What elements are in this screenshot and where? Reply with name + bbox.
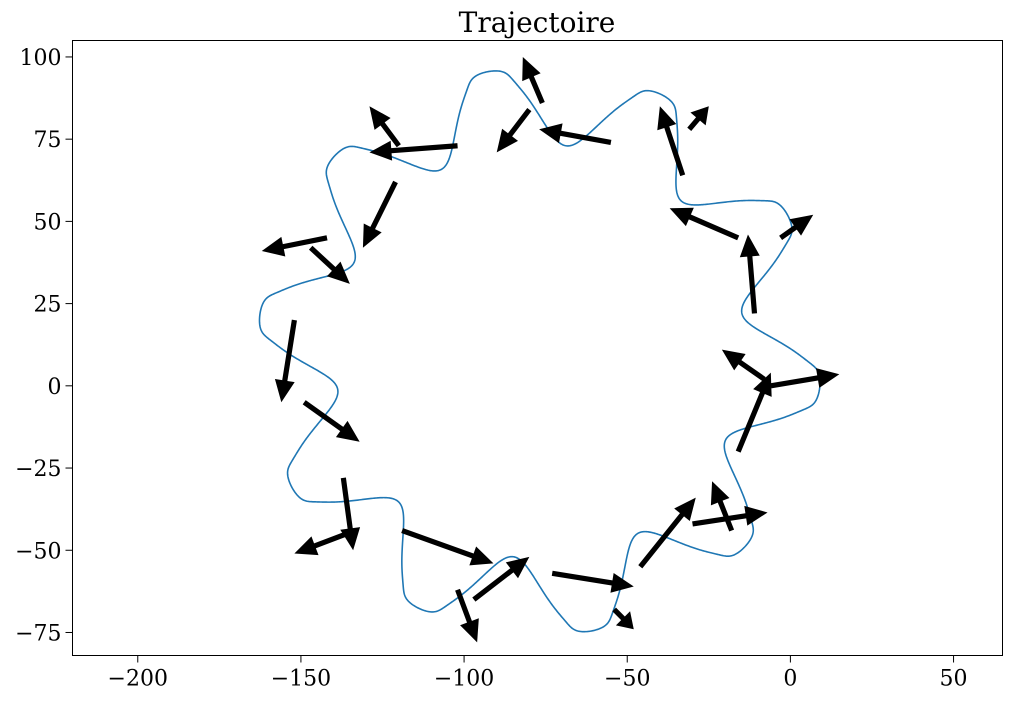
y-tick-label: 50 [34, 210, 62, 235]
direction-arrow [735, 372, 772, 453]
direction-arrow [308, 245, 350, 284]
direction-arrow [340, 477, 361, 551]
x-tick-label: −50 [604, 667, 650, 692]
direction-arrow [739, 234, 760, 314]
y-tick-label: 75 [34, 128, 62, 153]
x-tick-label: 0 [783, 667, 797, 692]
y-tick-label: 100 [20, 46, 62, 71]
direction-arrow [687, 106, 709, 131]
direction-arrow [657, 106, 686, 177]
trajectory-line [258, 70, 821, 633]
y-tick-label: −75 [15, 621, 61, 646]
direction-arrow [692, 505, 768, 527]
direction-arrow [472, 556, 530, 602]
direction-arrow [496, 107, 532, 153]
direction-arrow [261, 235, 328, 257]
direction-arrows-layer [261, 56, 840, 643]
x-tick-label: 50 [940, 667, 968, 692]
y-axis: 100 75 50 25 0 −25 −50 −75 [15, 46, 73, 646]
y-tick-label: 0 [48, 375, 62, 400]
trajectory-curve-layer [258, 70, 821, 633]
x-tick-label: −200 [108, 667, 168, 692]
direction-arrow [369, 106, 401, 148]
direction-arrow [369, 140, 458, 161]
direction-arrow [551, 570, 634, 593]
direction-arrow [294, 531, 348, 556]
direction-arrow [539, 123, 612, 146]
direction-arrow [638, 497, 696, 569]
direction-arrow [710, 481, 735, 532]
y-tick-label: 25 [34, 293, 62, 318]
direction-arrow [455, 588, 479, 643]
direction-arrow [302, 400, 360, 442]
direction-arrow [721, 349, 766, 382]
direction-arrow [612, 607, 634, 630]
x-tick-label: −100 [434, 667, 494, 692]
direction-arrow [274, 319, 297, 403]
chart-title: Trajectoire [459, 6, 616, 39]
x-tick-label: −150 [271, 667, 331, 692]
direction-arrow [522, 56, 545, 104]
x-axis: −200 −150 −100 −50 0 50 [108, 655, 968, 692]
direction-arrow [401, 528, 494, 566]
direction-arrow [779, 214, 814, 240]
direction-arrow [362, 180, 398, 248]
direction-arrow [770, 368, 840, 389]
y-tick-label: −25 [15, 457, 61, 482]
plot-area-frame [72, 40, 1003, 656]
y-tick-label: −50 [15, 539, 61, 564]
direction-arrow [669, 207, 740, 241]
